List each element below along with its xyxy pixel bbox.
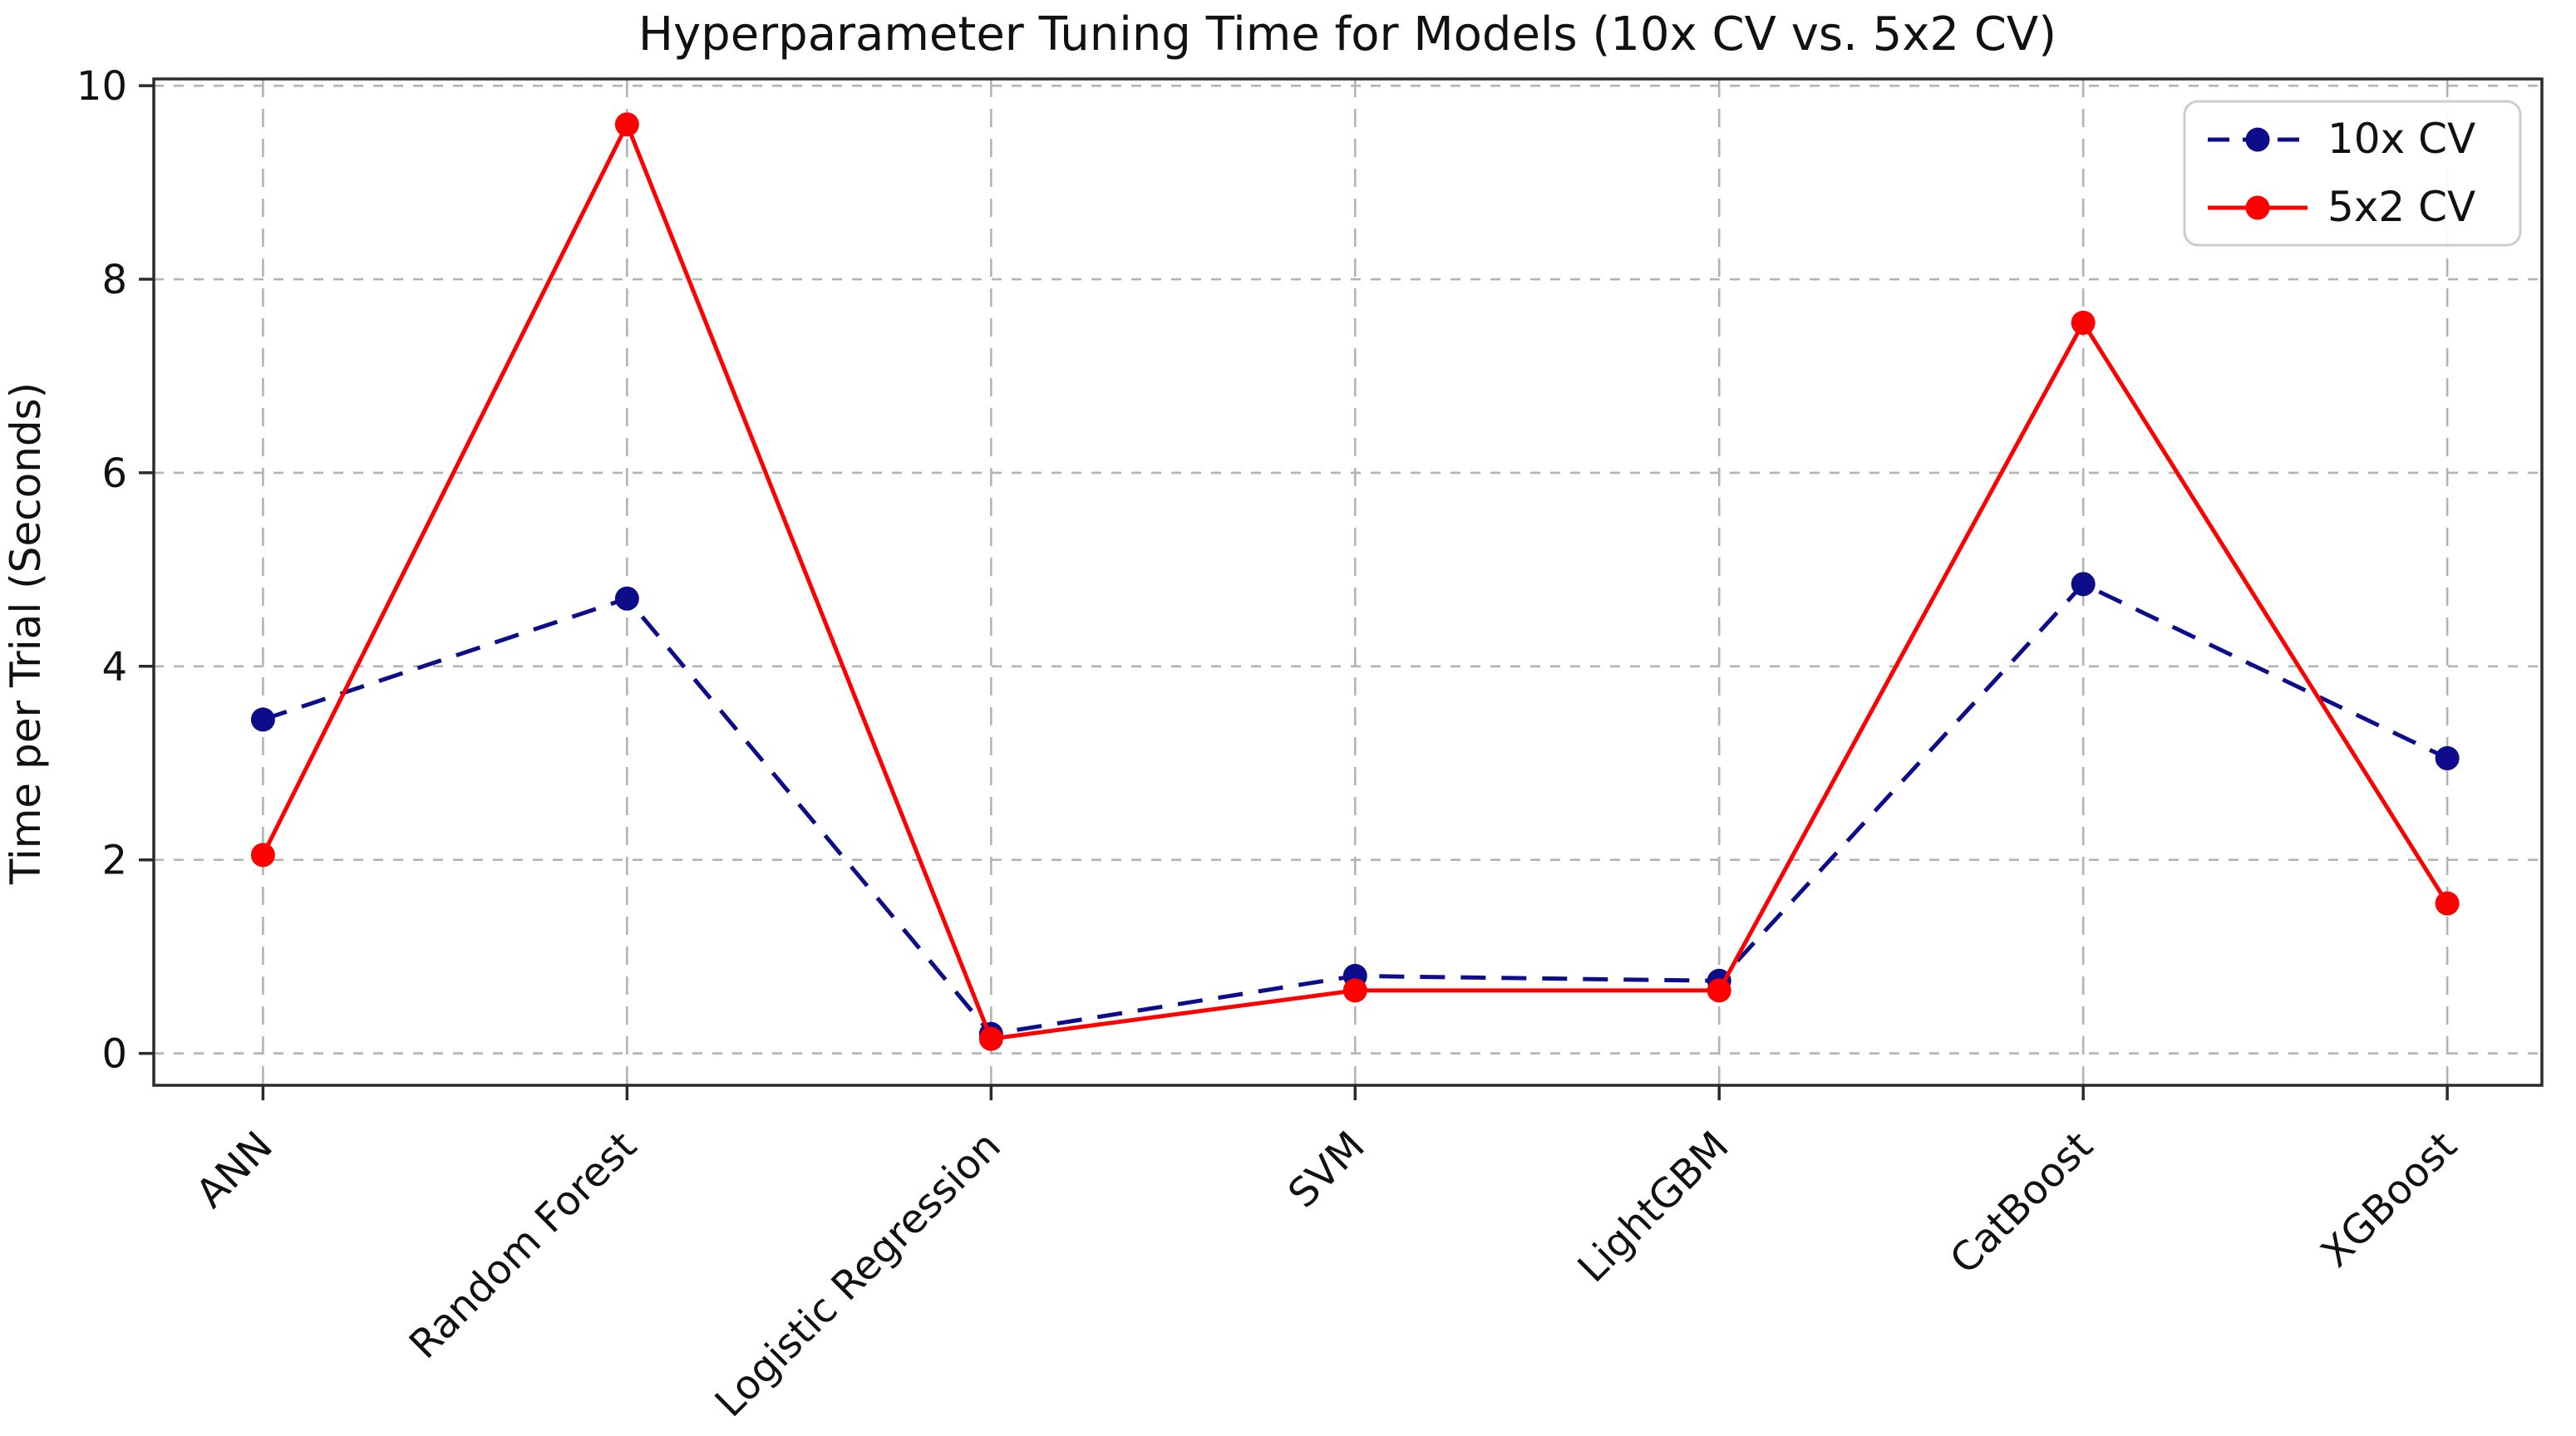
x-tick-label: SVM — [1279, 1123, 1374, 1217]
y-axis-label: Time per Trial (Seconds) — [2, 382, 50, 885]
x-tick-labels: ANN Random Forest Logistic Regression SVM Li… — [187, 1123, 2465, 1426]
axes — [139, 77, 2544, 1100]
data-point-5x2-cv — [614, 112, 639, 137]
x-tick-label: XGBoost — [2312, 1123, 2466, 1276]
legend-marker — [2245, 195, 2270, 220]
legend-label-10x-cv: 10x CV — [2327, 115, 2475, 163]
y-tick-labels: 0 2 4 6 8 10 — [76, 63, 127, 1077]
data-point-10x-cv — [250, 707, 275, 732]
x-tick-label: CatBoost — [1941, 1123, 2101, 1283]
legend-label-5x2-cv: 5x2 CV — [2327, 183, 2475, 231]
y-tick-label: 6 — [101, 450, 127, 497]
data-point-10x-cv — [2071, 572, 2096, 597]
data-point-5x2-cv — [1342, 978, 1367, 1003]
data-point-5x2-cv — [250, 843, 275, 868]
chart-title: Hyperparameter Tuning Time for Models (1… — [638, 7, 2056, 61]
data-point-5x2-cv — [978, 1026, 1003, 1051]
x-tick-label: Random Forest — [401, 1123, 646, 1368]
y-tick-label: 8 — [101, 257, 127, 303]
axes-spines — [152, 77, 2544, 1087]
legend: 10x CV 5x2 CV — [2183, 100, 2522, 247]
data-point-5x2-cv — [2435, 891, 2460, 916]
x-tick-label: Logistic Regression — [707, 1123, 1010, 1426]
legend-marker — [2245, 127, 2270, 152]
data-point-5x2-cv — [1707, 978, 1731, 1003]
y-tick-label: 10 — [76, 63, 127, 110]
data-series — [250, 112, 2460, 1051]
data-point-10x-cv — [2435, 745, 2460, 770]
data-point-5x2-cv — [2071, 310, 2096, 335]
x-tick-label: ANN — [187, 1123, 282, 1217]
y-tick-label: 2 — [101, 838, 127, 884]
y-tick-label: 4 — [101, 644, 127, 691]
data-point-10x-cv — [614, 586, 639, 611]
x-tick-label: LightGBM — [1569, 1123, 1738, 1291]
grid-lines — [154, 79, 2542, 1085]
y-tick-label: 0 — [101, 1031, 127, 1078]
legend-samples — [2208, 127, 2308, 220]
